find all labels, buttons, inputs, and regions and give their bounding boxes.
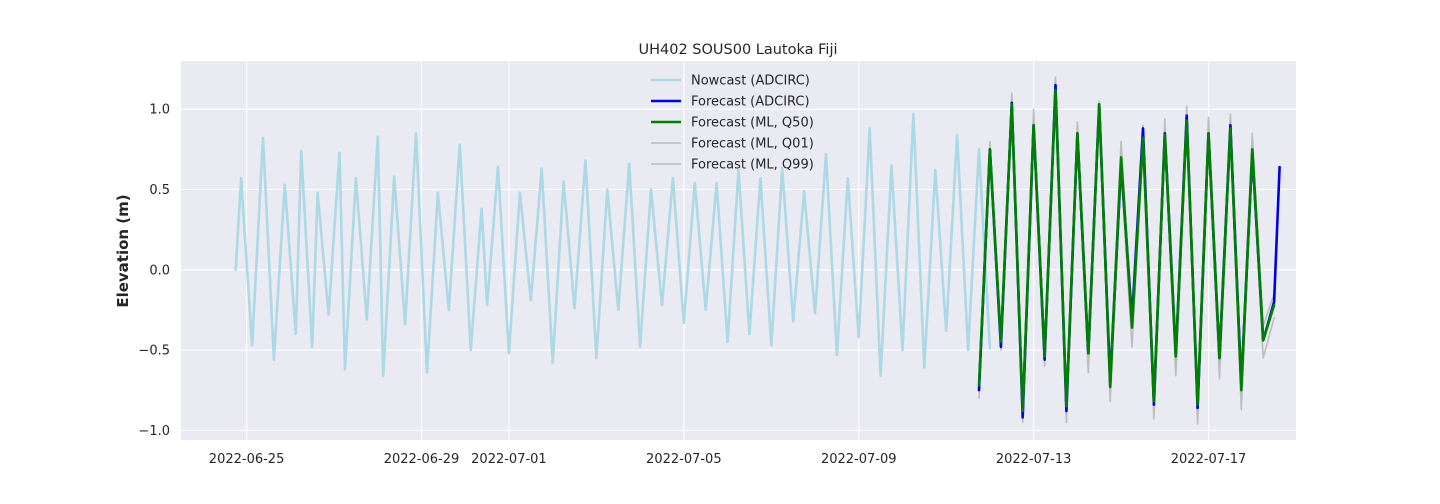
- y-tick-label: 0.5: [149, 183, 170, 198]
- legend-label: Forecast (ML, Q50): [691, 116, 814, 131]
- chart-title: UH402 SOUS00 Lautoka Fiji: [638, 42, 837, 58]
- series-layer: [234, 76, 1281, 425]
- y-axis-label: Elevation (m): [114, 194, 132, 307]
- y-tick-label: 1.0: [149, 103, 170, 118]
- y-tick-labels: −1.0 −0.5 0.0 0.5 1.0: [138, 103, 170, 439]
- y-tick-label: −0.5: [138, 344, 170, 359]
- x-tick-label: 2022-07-17: [1171, 452, 1247, 467]
- legend-label: Forecast (ADCIRC): [691, 95, 810, 110]
- x-tick-label: 2022-07-05: [646, 452, 722, 467]
- x-tick-label: 2022-07-09: [821, 452, 897, 467]
- series-line-nowcast-adcirc: [234, 112, 992, 378]
- legend-label: Forecast (ML, Q01): [691, 137, 814, 152]
- y-tick-label: −1.0: [138, 424, 170, 439]
- legend-label: Nowcast (ADCIRC): [691, 74, 810, 89]
- x-tick-label: 2022-07-01: [471, 452, 547, 467]
- x-tick-label: 2022-06-29: [384, 452, 460, 467]
- x-tick-label: 2022-06-25: [209, 452, 285, 467]
- legend: Nowcast (ADCIRC) Forecast (ADCIRC) Forecas…: [651, 74, 814, 173]
- x-tick-labels: 2022-06-25 2022-06-29 2022-07-01 2022-07-05…: [209, 452, 1247, 467]
- x-tick-label: 2022-07-13: [996, 452, 1072, 467]
- series-line-forecast-ml-q50: [977, 88, 1276, 413]
- legend-label: Forecast (ML, Q99): [691, 158, 814, 173]
- y-tick-label: 0.0: [149, 263, 170, 278]
